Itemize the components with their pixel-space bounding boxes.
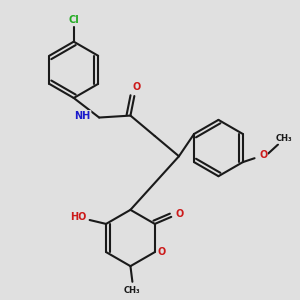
- Text: NH: NH: [75, 111, 91, 121]
- Text: O: O: [259, 150, 267, 160]
- Text: O: O: [176, 209, 184, 219]
- Text: HO: HO: [70, 212, 86, 222]
- Text: O: O: [158, 247, 166, 257]
- Text: CH₃: CH₃: [276, 134, 292, 143]
- Text: O: O: [132, 82, 140, 92]
- Text: Cl: Cl: [68, 15, 79, 25]
- Text: CH₃: CH₃: [124, 286, 141, 295]
